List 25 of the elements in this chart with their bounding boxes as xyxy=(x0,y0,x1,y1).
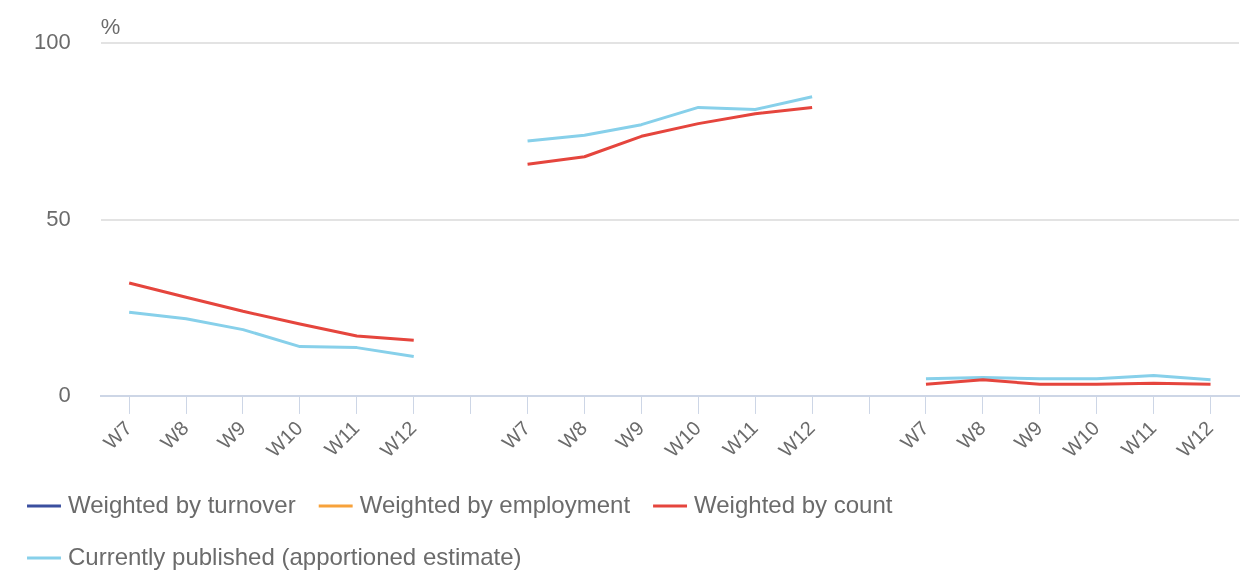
y-tick-label: 50 xyxy=(46,205,71,231)
x-tick-label: W7 xyxy=(99,416,136,454)
x-tick-label: W12 xyxy=(1172,416,1218,462)
x-tick-label: W7 xyxy=(497,416,535,454)
x-tick-label: W12 xyxy=(774,416,819,462)
legend-label: Weighted by count xyxy=(694,490,893,518)
legend-label: Weighted by turnover xyxy=(68,490,296,518)
x-tick-label: W11 xyxy=(1116,416,1161,461)
x-tick-label: W10 xyxy=(1058,416,1104,462)
y-tick-label: 0 xyxy=(58,382,71,408)
x-tick-label: W10 xyxy=(660,416,706,462)
legend-label: Weighted by employment xyxy=(359,490,631,518)
legend-label: Currently published (apportioned estimate) xyxy=(68,542,522,570)
x-tick-label: W7 xyxy=(895,416,933,454)
x-tick-label: W9 xyxy=(611,416,649,454)
x-tick-label: W9 xyxy=(1009,416,1047,454)
y-tick-label: 100 xyxy=(33,29,71,55)
x-tick-label: W10 xyxy=(262,416,307,462)
x-tick-label: W11 xyxy=(718,416,762,461)
x-tick-label: W11 xyxy=(319,416,364,461)
x-tick-label: W8 xyxy=(554,416,592,454)
x-tick-label: W9 xyxy=(212,416,250,454)
y-axis-title: % xyxy=(100,14,121,40)
x-tick-label: W8 xyxy=(156,416,193,454)
x-tick-label: W8 xyxy=(952,416,990,454)
